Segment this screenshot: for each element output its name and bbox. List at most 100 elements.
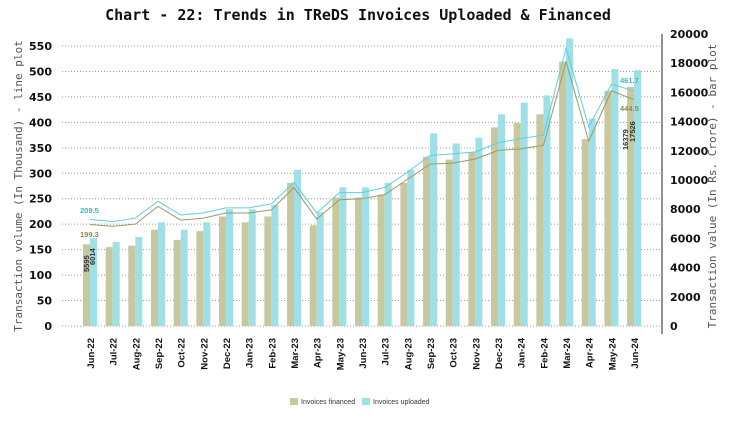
x-tick-label: Jan-23	[245, 338, 256, 368]
bar-uploaded	[588, 118, 596, 327]
x-tick-label: Aug-22	[131, 338, 142, 370]
bar-uploaded	[316, 212, 324, 326]
y-right-tick-label: 14000	[670, 116, 709, 129]
bar-uploaded	[135, 236, 143, 326]
bar-uploaded	[158, 222, 166, 326]
y-left-tick-label: 0	[44, 320, 52, 333]
y-right-tick-label: 0	[670, 320, 678, 333]
x-tick-label: Jun-24	[630, 337, 641, 368]
x-tick-label: Feb-23	[267, 338, 278, 369]
data-label: 5595	[82, 255, 91, 272]
legend-swatch-uploaded	[362, 398, 370, 405]
x-tick-label: Jul-22	[109, 338, 120, 365]
bar-uploaded	[543, 95, 551, 326]
x-tick-label: May-23	[335, 338, 346, 370]
x-tick-label: Feb-24	[539, 337, 550, 368]
bar-financed	[151, 229, 159, 326]
y-axis-left-title: Transaction volume (In Thousand) - line …	[12, 40, 25, 331]
bar-uploaded	[566, 38, 574, 326]
bar-uploaded	[520, 102, 528, 327]
y-right-tick-label: 16000	[670, 86, 709, 99]
y-left-tick-label: 250	[29, 193, 52, 206]
bar-financed	[468, 152, 476, 326]
y-right-tick-label: 20000	[670, 28, 709, 41]
bar-financed	[559, 61, 567, 327]
data-label: 6014	[88, 247, 97, 265]
x-tick-label: Sep-22	[154, 338, 165, 369]
bar-financed	[536, 114, 544, 326]
bar-financed	[445, 159, 453, 326]
bar-financed	[332, 197, 340, 326]
x-tick-label: Mar-24	[562, 337, 573, 368]
x-tick-label: Mar-23	[290, 338, 301, 369]
bar-uploaded	[180, 229, 188, 326]
x-tick-label: Oct-22	[177, 338, 188, 368]
legend-swatch-financed	[290, 398, 298, 405]
data-label: 16379	[621, 129, 630, 150]
bar-financed	[581, 139, 589, 326]
y-left-tick-label: 100	[29, 269, 52, 282]
data-label: 461.7	[620, 76, 639, 85]
bar-financed	[83, 244, 90, 326]
x-tick-label: Sep-23	[426, 338, 437, 369]
data-label: 209.5	[80, 206, 99, 215]
bar-financed	[105, 247, 113, 326]
y-left-tick-label: 200	[29, 218, 52, 231]
y-right-tick-label: 18000	[670, 57, 709, 70]
bar-financed	[241, 222, 249, 326]
bar-uploaded	[294, 169, 302, 326]
bar-uploaded	[203, 222, 211, 326]
x-tick-label: Nov-22	[199, 338, 210, 370]
bar-financed	[219, 216, 227, 326]
bar-uploaded	[634, 70, 642, 327]
bar-financed	[309, 225, 317, 326]
bar-uploaded	[112, 242, 120, 326]
y-left-tick-label: 450	[29, 91, 52, 104]
bar-financed	[491, 127, 499, 326]
y-axis-right-title: Transaction value (In Rs. Crore) - bar p…	[706, 44, 719, 329]
bar-financed	[128, 245, 136, 326]
x-tick-label: Jun-23	[358, 338, 369, 369]
bar-financed	[264, 216, 272, 326]
bar-uploaded	[498, 114, 506, 326]
bar-uploaded	[271, 204, 279, 326]
x-tick-label: Nov-23	[471, 338, 482, 370]
data-label: 444.5	[620, 104, 639, 113]
bar-uploaded	[430, 133, 438, 326]
y-left-tick-label: 150	[29, 244, 52, 257]
bar-uploaded	[248, 209, 256, 326]
y-left-tick-label: 550	[29, 40, 52, 53]
y-right-tick-label: 8000	[670, 203, 701, 216]
y-right-tick-label: 4000	[670, 262, 701, 275]
bar-financed	[173, 239, 181, 326]
bar-uploaded	[339, 187, 347, 326]
bar-financed	[355, 197, 363, 326]
x-tick-label: Jan-24	[517, 337, 528, 368]
x-tick-label: Dec-22	[222, 338, 233, 369]
y-left-tick-label: 300	[29, 167, 52, 180]
x-tick-label: Jun-22	[86, 338, 97, 369]
y-right-tick-label: 6000	[670, 232, 701, 245]
legend-label-uploaded: Invoices uploaded	[373, 399, 430, 406]
x-tick-label: Dec-23	[494, 338, 505, 369]
x-tick-label: Apr-24	[585, 337, 596, 368]
x-tick-label: Aug-23	[403, 338, 414, 370]
x-tick-label: Oct-23	[449, 338, 460, 368]
bar-uploaded	[611, 69, 619, 326]
bar-financed	[423, 156, 431, 326]
bar-financed	[400, 182, 408, 326]
bar-uploaded	[384, 182, 392, 326]
x-tick-label: Jul-23	[381, 338, 392, 365]
y-right-tick-label: 12000	[670, 145, 709, 158]
y-left-tick-label: 500	[29, 65, 52, 78]
bar-financed	[196, 231, 204, 326]
bar-uploaded	[452, 143, 460, 326]
bar-uploaded	[226, 209, 234, 326]
bar-financed	[287, 182, 295, 326]
bar-uploaded	[475, 137, 483, 326]
legend: Invoices financed Invoices uploaded	[290, 398, 430, 406]
bar-financed	[377, 194, 385, 326]
x-tick-label: May-24	[607, 337, 618, 370]
y-right-tick-label: 2000	[670, 291, 701, 304]
